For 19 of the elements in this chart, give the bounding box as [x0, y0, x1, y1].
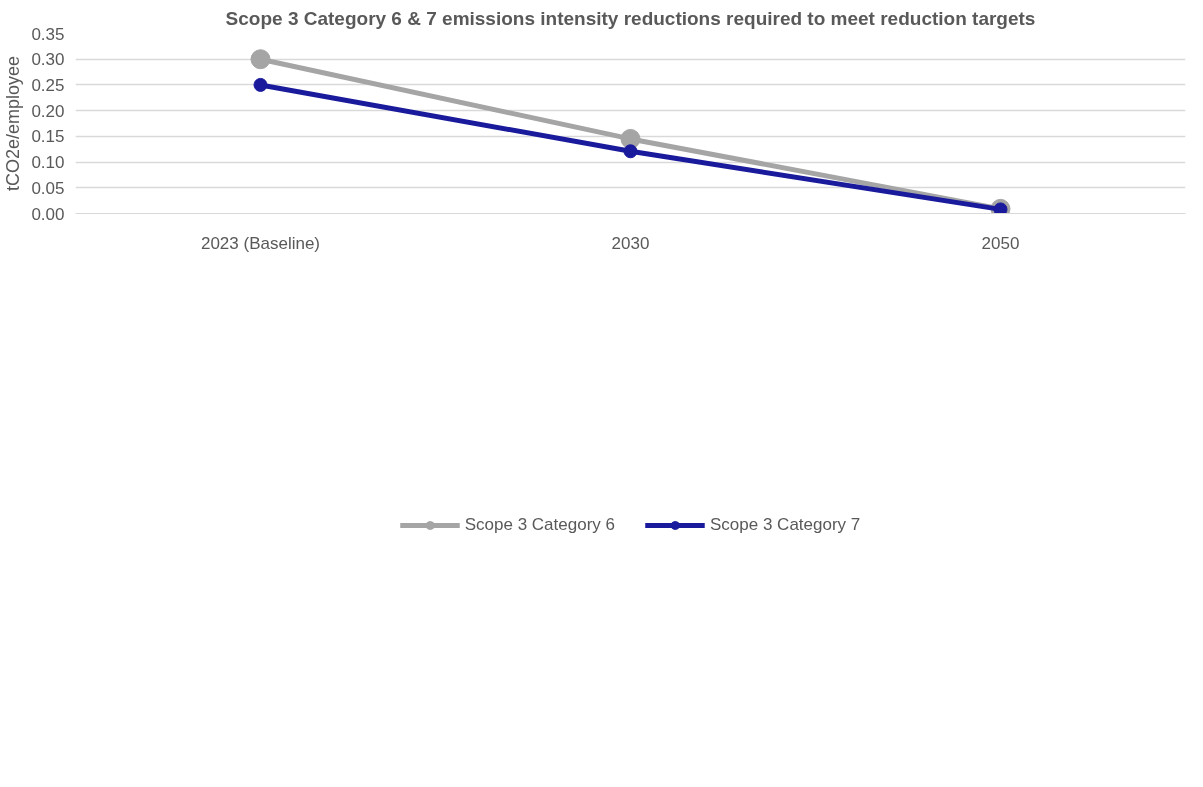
point — [250, 49, 271, 70]
legend-label: Scope 3 Category 7 — [710, 515, 861, 535]
point — [253, 77, 268, 92]
x-tick-label: 2030 — [611, 233, 650, 253]
y-tick-label: 0.35 — [31, 24, 65, 44]
y-tick-label: 0.20 — [31, 101, 65, 121]
y-axis-title: tCO2e/employee — [3, 55, 24, 192]
y-tick-label: 0.25 — [31, 75, 65, 95]
x-tick-label: 2023 (Baseline) — [200, 233, 321, 253]
point — [623, 144, 638, 159]
y-tick-label: 0.05 — [31, 178, 65, 198]
y-tick-label: 0.00 — [31, 204, 65, 224]
chart-title: Scope 3 Category 6 & 7 emissions intensity reductions required to meet reduction targets — [225, 7, 1036, 29]
x-tick-label: 2050 — [981, 233, 1020, 253]
legend-label: Scope 3 Category 6 — [464, 515, 615, 535]
y-tick-label: 0.30 — [31, 50, 65, 70]
y-tick-label: 0.15 — [31, 127, 65, 147]
point — [993, 202, 1008, 214]
y-tick-label: 0.10 — [31, 153, 65, 173]
